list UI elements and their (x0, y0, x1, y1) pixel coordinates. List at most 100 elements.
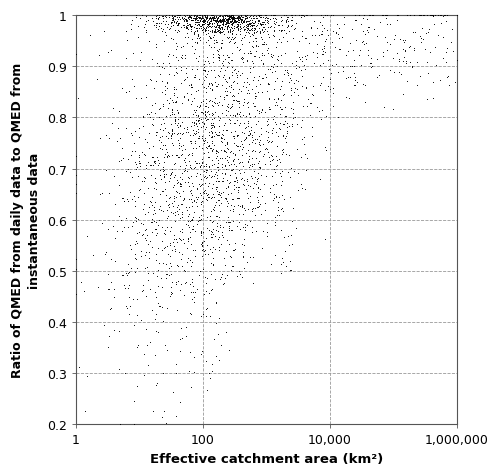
Point (204, 167, 212, 174)
Point (310, 83, 318, 90)
Point (302, 12, 310, 20)
Point (233, 74, 241, 82)
Point (299, 12, 307, 20)
Point (196, 23, 204, 30)
Point (212, 220, 220, 228)
Point (220, 19, 228, 26)
Point (156, 175, 164, 183)
Point (228, 25, 236, 33)
Point (362, 99, 370, 107)
Point (173, 12, 181, 20)
Point (148, 121, 156, 129)
Point (104, 135, 112, 143)
Point (448, 26, 456, 33)
Point (174, 124, 182, 132)
Point (248, 139, 256, 147)
Point (216, 68, 224, 75)
Point (211, 26, 219, 33)
Point (329, 28, 337, 35)
Point (179, 196, 187, 204)
Point (318, 51, 326, 59)
Point (151, 99, 159, 107)
Point (220, 254, 228, 262)
Point (194, 33, 202, 41)
Point (194, 117, 202, 124)
Point (236, 15, 244, 23)
Point (201, 109, 209, 117)
Point (162, 12, 170, 20)
Point (232, 151, 239, 159)
Point (176, 174, 184, 181)
Point (196, 124, 204, 131)
Point (198, 19, 206, 26)
Point (224, 83, 232, 90)
Point (234, 20, 242, 27)
Point (168, 12, 176, 20)
Point (198, 16, 206, 23)
Point (166, 228, 174, 235)
Point (228, 50, 236, 58)
Point (193, 19, 201, 27)
Point (188, 66, 196, 74)
Point (205, 60, 213, 67)
Point (218, 21, 226, 29)
Point (310, 60, 318, 67)
Point (230, 40, 237, 48)
Point (208, 229, 216, 237)
Point (170, 174, 178, 182)
Point (190, 130, 198, 138)
Point (157, 25, 165, 32)
Point (128, 148, 136, 156)
Point (248, 23, 256, 30)
Point (164, 251, 172, 258)
Point (394, 50, 402, 58)
Point (276, 170, 283, 178)
Point (313, 25, 321, 32)
Point (242, 18, 250, 26)
Point (208, 219, 216, 227)
Point (169, 14, 177, 22)
Point (140, 200, 148, 208)
Point (235, 100, 243, 108)
Point (248, 161, 256, 169)
Point (112, 201, 120, 209)
Point (184, 22, 192, 30)
Point (214, 191, 222, 198)
Point (166, 292, 174, 300)
Point (234, 195, 242, 203)
Point (218, 60, 226, 67)
Point (246, 20, 254, 28)
Point (204, 42, 212, 50)
Point (160, 120, 168, 128)
Point (224, 18, 232, 26)
Point (279, 132, 287, 140)
Point (204, 290, 212, 298)
Point (394, 12, 402, 20)
Point (250, 20, 258, 28)
Point (144, 185, 152, 192)
Point (229, 133, 237, 141)
Point (240, 254, 248, 261)
Point (197, 228, 205, 235)
Point (188, 282, 196, 290)
Point (241, 13, 249, 21)
Point (216, 192, 224, 200)
Point (196, 268, 203, 275)
Point (221, 171, 229, 179)
Point (190, 15, 198, 23)
Point (106, 190, 114, 198)
Point (272, 120, 280, 128)
Point (214, 149, 222, 156)
Point (204, 116, 212, 124)
Point (194, 21, 202, 29)
Point (257, 22, 265, 30)
Point (243, 57, 251, 64)
Point (244, 163, 252, 171)
Point (252, 22, 260, 30)
Point (222, 16, 230, 23)
Point (193, 26, 201, 33)
Point (178, 226, 186, 233)
Point (224, 22, 232, 30)
Point (162, 197, 170, 205)
Point (281, 67, 289, 75)
